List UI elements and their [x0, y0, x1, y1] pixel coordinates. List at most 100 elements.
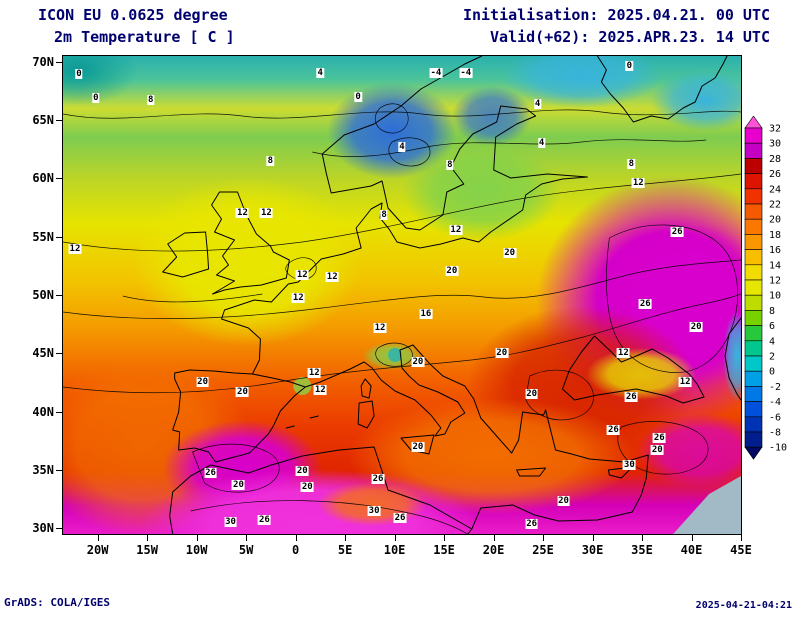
contour-label: 12 — [374, 323, 387, 333]
lat-tick — [56, 237, 63, 238]
colorbar-arrow-top — [745, 116, 762, 128]
contour-label: 4 — [538, 138, 545, 148]
colorbar-segment — [745, 219, 762, 234]
colorbar-segment — [745, 417, 762, 432]
lon-tick — [98, 534, 99, 541]
lon-label: 20W — [87, 543, 109, 557]
lon-tick — [345, 534, 346, 541]
colorbar-segment — [745, 128, 762, 143]
colorbar-segment — [745, 341, 762, 356]
colorbar-label: 6 — [769, 321, 775, 332]
contour-label: 8 — [628, 159, 635, 169]
colorbar-segment — [745, 295, 762, 310]
contour-label: 12 — [260, 208, 273, 218]
contour-label: 30 — [224, 517, 237, 527]
lon-label: 40E — [681, 543, 703, 557]
lon-label: 15W — [136, 543, 158, 557]
lat-tick — [56, 120, 63, 121]
lon-label: 0 — [292, 543, 299, 557]
lon-tick — [296, 534, 297, 541]
creation-timestamp: 2025-04-21-04:21 — [696, 600, 792, 611]
colorbar-segment — [745, 402, 762, 417]
lon-label: 35E — [631, 543, 653, 557]
contour-label: 12 — [308, 368, 321, 378]
contour-label: 8 — [267, 156, 274, 166]
colorbar-arrow-bottom — [745, 447, 762, 459]
colorbar-label: 18 — [769, 230, 781, 241]
lat-label: 60N — [32, 171, 54, 185]
colorbar-label: 0 — [769, 367, 775, 378]
contour-label: 8 — [446, 160, 453, 170]
contour-label: 20 — [651, 445, 664, 455]
colorbar-segment — [745, 356, 762, 371]
field-title: 2m Temperature [ C ] — [54, 28, 235, 46]
contour-label: 12 — [326, 272, 339, 282]
contour-label: 20 — [232, 480, 245, 490]
colorbar-segment — [745, 158, 762, 173]
contour-label: 12 — [632, 178, 645, 188]
lon-label: 30E — [582, 543, 604, 557]
lat-label: 40N — [32, 405, 54, 419]
colorbar-label: 24 — [769, 184, 781, 195]
map-clip: 0084-4-404044888121212812201226121212202… — [63, 56, 741, 534]
contour-label: 26 — [525, 519, 538, 529]
contour-label: 12 — [69, 244, 82, 254]
lat-tick — [56, 470, 63, 471]
lat-tick — [56, 62, 63, 63]
lat-label: 70N — [32, 55, 54, 69]
contour-label: 4 — [534, 99, 541, 109]
colorbar-label: -4 — [769, 397, 781, 408]
contour-label: 20 — [690, 322, 703, 332]
contour-label: 4 — [398, 142, 405, 152]
lat-tick — [56, 528, 63, 529]
lon-tick — [692, 534, 693, 541]
colorbar-label: 8 — [769, 306, 775, 317]
contour-label: 20 — [412, 442, 425, 452]
colorbar-label: 26 — [769, 169, 781, 180]
colorbar-label: -6 — [769, 412, 781, 423]
lon-label: 10W — [186, 543, 208, 557]
grads-credit: GrADS: COLA/IGES — [4, 596, 110, 609]
contour-label: 20 — [301, 482, 314, 492]
valid-time: Valid(+62): 2025.APR.23. 14 UTC — [490, 28, 770, 46]
contour-label: 30 — [623, 460, 636, 470]
contour-label: 20 — [445, 266, 458, 276]
contour-label: 26 — [653, 433, 666, 443]
lon-tick — [741, 534, 742, 541]
contour-label: 12 — [296, 270, 309, 280]
colorbar: 32302826242220181614121086420-2-4-6-8-10 — [744, 116, 800, 464]
colorbar-label: -8 — [769, 428, 781, 439]
contour-label: 20 — [236, 387, 249, 397]
colorbar-segment — [745, 143, 762, 158]
lon-label: 45E — [730, 543, 752, 557]
colorbar-segment — [745, 432, 762, 447]
lon-tick — [642, 534, 643, 541]
contour-label: 8 — [380, 210, 387, 220]
contour-label: 0 — [92, 93, 99, 103]
contour-label: 12 — [617, 348, 630, 358]
init-time: Initialisation: 2025.04.21. 00 UTC — [463, 6, 770, 24]
lat-label: 65N — [32, 113, 54, 127]
colorbar-segment — [745, 371, 762, 386]
colorbar-label: -10 — [769, 443, 787, 454]
contour-label: 26 — [607, 425, 620, 435]
contour-label: 12 — [679, 377, 692, 387]
contour-label: 26 — [625, 392, 638, 402]
lon-tick — [543, 534, 544, 541]
lon-label: 20E — [483, 543, 505, 557]
contour-label: 30 — [368, 506, 381, 516]
lon-tick — [246, 534, 247, 541]
colorbar-label: 32 — [769, 124, 781, 135]
contour-label: 16 — [420, 309, 433, 319]
contour-label: 20 — [495, 348, 508, 358]
lat-label: 45N — [32, 346, 54, 360]
lon-label: 25E — [532, 543, 554, 557]
map-area: 0084-4-404044888121212812201226121212202… — [62, 55, 742, 535]
contour-label: 12 — [236, 208, 249, 218]
colorbar-segment — [745, 189, 762, 204]
colorbar-label: 16 — [769, 245, 781, 256]
lat-tick — [56, 353, 63, 354]
colorbar-label: 14 — [769, 260, 781, 271]
lat-tick — [56, 178, 63, 179]
contour-label: 26 — [204, 468, 217, 478]
